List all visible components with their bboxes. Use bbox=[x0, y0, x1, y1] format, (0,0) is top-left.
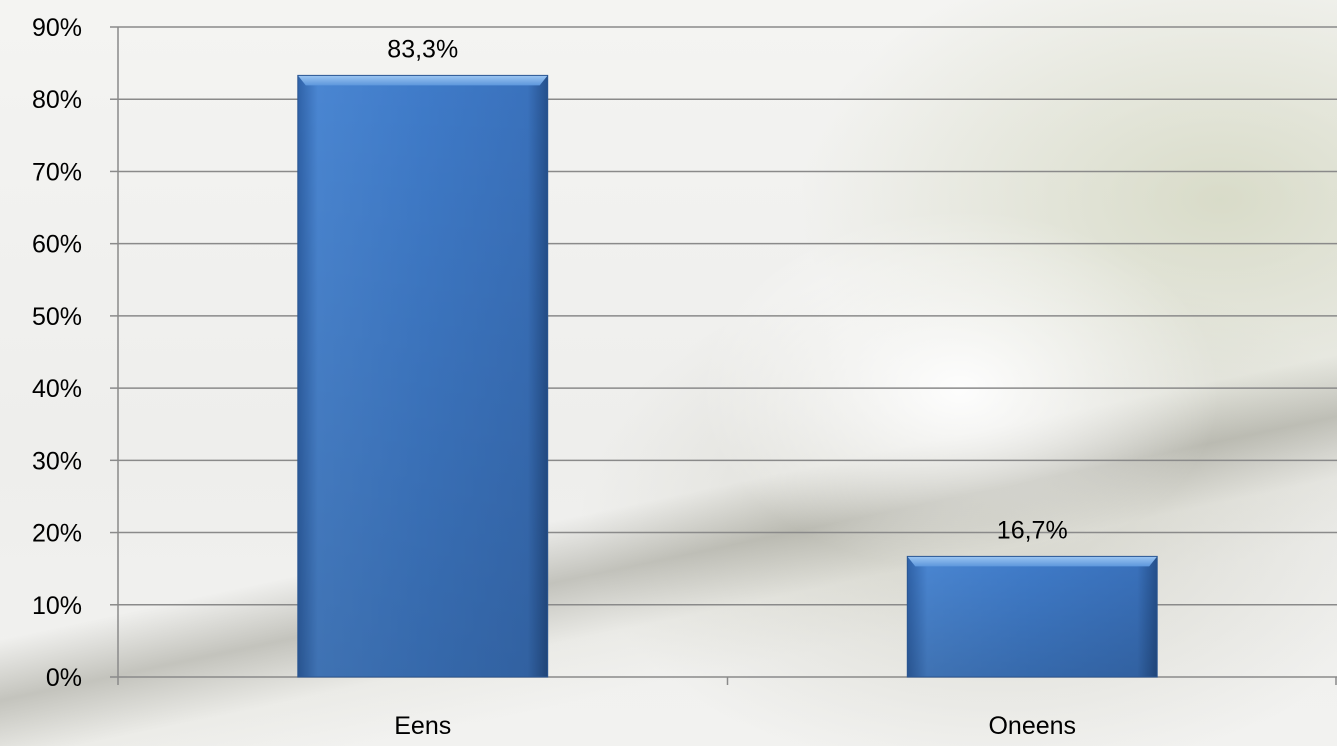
y-tick-label: 0% bbox=[46, 664, 82, 692]
y-tick-label: 90% bbox=[32, 14, 82, 42]
x-axis-category-labels: Eens Oneens bbox=[394, 712, 1076, 740]
y-tick-label: 80% bbox=[32, 86, 82, 114]
bar-outline bbox=[906, 555, 1158, 678]
y-tick-label: 20% bbox=[32, 520, 82, 548]
bar-bevel bbox=[907, 556, 1158, 567]
y-tick-label: 30% bbox=[32, 447, 82, 475]
y-axis-tick-labels: 0% 10% 20% 30% 40% 50% 60% 70% 80% 90% bbox=[32, 14, 82, 692]
bars bbox=[297, 74, 1158, 678]
bar-outline bbox=[297, 74, 549, 678]
bar-bevel bbox=[297, 75, 548, 86]
data-label: 83,3% bbox=[387, 35, 458, 63]
bar-shade bbox=[907, 556, 1158, 677]
bar-shade bbox=[297, 75, 548, 677]
bar-eens bbox=[297, 74, 549, 678]
y-tick-label: 10% bbox=[32, 592, 82, 620]
y-tick-label: 50% bbox=[32, 303, 82, 331]
y-tick-label: 60% bbox=[32, 231, 82, 259]
data-label: 16,7% bbox=[997, 516, 1068, 544]
y-tick-label: 70% bbox=[32, 158, 82, 186]
x-category-label: Oneens bbox=[988, 712, 1076, 740]
data-labels: 83,3% 16,7% bbox=[387, 35, 1067, 544]
x-category-label: Eens bbox=[394, 712, 451, 740]
bar-oneens bbox=[906, 555, 1158, 678]
y-tick-label: 40% bbox=[32, 375, 82, 403]
